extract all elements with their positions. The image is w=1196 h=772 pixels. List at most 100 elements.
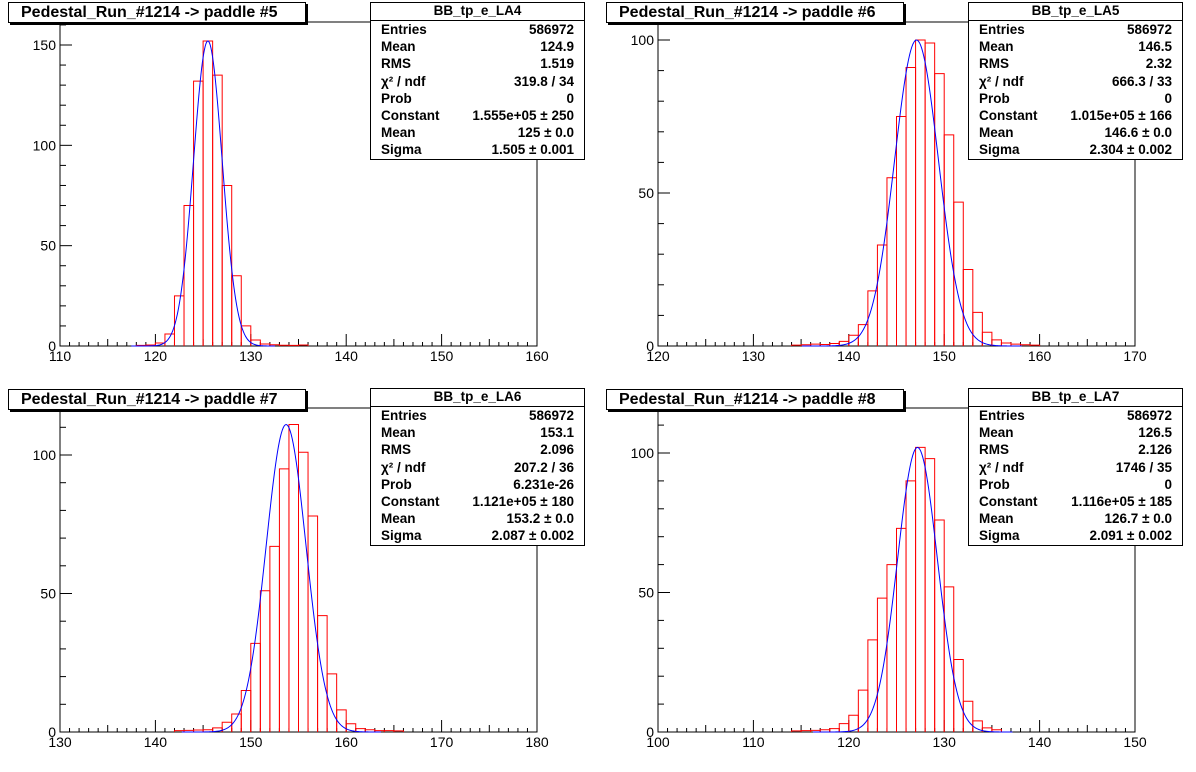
stats-row: Mean 146.6 ± 0.0 <box>969 124 1182 141</box>
histogram-panel-3: 130 140 150 160 170 180 0 50 100 <box>33 407 549 750</box>
y-tick-label: 50 <box>40 586 56 602</box>
stats-row: Prob 0 <box>969 476 1182 493</box>
stats-label: RMS <box>381 56 411 72</box>
gaussian-fit-curve <box>181 424 381 733</box>
x-tick-label: 180 <box>525 734 549 750</box>
histogram-bar <box>259 590 271 732</box>
stats-label: χ² / ndf <box>381 73 426 89</box>
stats-value: 319.8 / 34 <box>513 73 574 89</box>
histogram-bar <box>915 39 926 346</box>
stats-label: Prob <box>979 476 1010 492</box>
x-tick-label: 110 <box>49 348 72 364</box>
stats-label: Entries <box>381 408 427 423</box>
y-tick-label: 100 <box>631 445 655 461</box>
stats-value: 1746 / 35 <box>1115 459 1172 475</box>
histogram-bar <box>231 275 242 346</box>
stats-label: Prob <box>381 476 412 492</box>
histogram-bar <box>934 73 945 346</box>
stats-value: 126.5 <box>1138 425 1172 441</box>
stats-box-name: BB_tp_e_LA6 <box>371 389 584 407</box>
histogram-bar <box>876 244 888 346</box>
stats-label: χ² / ndf <box>979 459 1024 475</box>
stats-row: Sigma 2.091 ± 0.002 <box>969 527 1182 544</box>
stats-box-name: BB_tp_e_LA4 <box>371 3 584 21</box>
stats-row: Constant 1.121e+05 ± 180 <box>371 493 584 510</box>
stats-value: 1.116e+05 ± 185 <box>1071 493 1172 509</box>
stats-label: Sigma <box>979 142 1020 158</box>
stats-label: Mean <box>381 125 416 141</box>
histogram-title: Pedestal_Run_#1214 -> paddle #8 <box>606 389 904 410</box>
stats-row: Mean 126.7 ± 0.0 <box>969 510 1182 527</box>
histogram-bar <box>886 177 897 346</box>
histogram-panel-1: 110 120 130 140 150 160 0 50 100 150 <box>33 21 549 364</box>
y-tick-label: 0 <box>646 338 654 354</box>
stats-value: 124.9 <box>540 39 574 55</box>
stats-box: BB_tp_e_LA7 Entries 586972 Mean 126.5 RMS 2.12… <box>968 388 1183 546</box>
stats-row: χ² / ndf 319.8 / 34 <box>371 73 584 90</box>
histogram-bar <box>393 730 404 732</box>
stats-value: 586972 <box>1126 408 1172 423</box>
histogram-bar <box>221 721 233 732</box>
histogram-bar <box>183 205 195 346</box>
histogram-bar <box>240 689 252 732</box>
stats-value: 1.519 <box>540 56 574 72</box>
histogram-title: Pedestal_Run_#1214 -> paddle #6 <box>606 2 904 23</box>
stats-row: χ² / ndf 207.2 / 36 <box>371 459 584 476</box>
stats-label: Mean <box>979 125 1014 141</box>
histogram-bar <box>886 564 897 732</box>
histogram-bar <box>867 639 878 732</box>
stats-value: 0 <box>1164 90 1172 106</box>
stats-row: RMS 2.126 <box>969 441 1182 458</box>
histogram-bar <box>953 658 964 732</box>
x-tick-label: 140 <box>1028 734 1052 750</box>
x-tick-label: 170 <box>430 734 454 750</box>
stats-value: 153.1 <box>540 425 574 441</box>
histogram-bar <box>212 74 223 346</box>
histogram-bar <box>193 80 204 346</box>
stats-label: Mean <box>979 511 1014 527</box>
stats-box: BB_tp_e_LA6 Entries 586972 Mean 153.1 RMS 2.09… <box>370 388 585 546</box>
stats-label: Entries <box>979 408 1025 423</box>
x-tick-label: 130 <box>239 348 263 364</box>
stats-label: Entries <box>381 22 427 37</box>
stats-label: Constant <box>381 107 440 123</box>
y-tick-label: 100 <box>33 447 57 463</box>
histogram-bar <box>278 468 290 732</box>
histogram-bar <box>298 344 309 346</box>
x-tick-label: 120 <box>144 348 168 364</box>
stats-row: Entries 586972 <box>969 407 1182 424</box>
histogram-bar <box>202 40 214 346</box>
stats-value: 153.2 ± 0.0 <box>506 511 574 527</box>
histogram-bar <box>164 333 175 346</box>
stats-row: Entries 586972 <box>371 21 584 38</box>
y-tick-label: 0 <box>646 724 654 740</box>
histogram-bar <box>905 480 917 732</box>
stats-label: Mean <box>979 39 1014 55</box>
stats-box-name: BB_tp_e_LA5 <box>969 3 1182 21</box>
stats-row: RMS 1.519 <box>371 55 584 72</box>
gaussian-fit-curve <box>801 39 1022 347</box>
histogram-bar <box>876 597 888 732</box>
stats-value: 2.304 ± 0.002 <box>1089 142 1172 158</box>
stats-value: 1.015e+05 ± 166 <box>1070 107 1172 123</box>
y-tick-label: 0 <box>48 724 56 740</box>
stats-label: Entries <box>979 22 1025 37</box>
x-tick-label: 100 <box>646 734 670 750</box>
stats-row: Mean 125 ± 0.0 <box>371 124 584 141</box>
stats-row: Prob 0 <box>371 90 584 107</box>
stats-value: 2.091 ± 0.002 <box>1089 528 1172 544</box>
stats-row: Entries 586972 <box>969 21 1182 38</box>
stats-value: 586972 <box>1126 22 1172 37</box>
stats-row: Sigma 2.304 ± 0.002 <box>969 141 1182 158</box>
stats-box: BB_tp_e_LA4 Entries 586972 Mean 124.9 RMS 1.51… <box>370 2 585 160</box>
stats-label: χ² / ndf <box>979 73 1024 89</box>
histogram-bar <box>943 586 955 732</box>
y-tick-label: 50 <box>40 238 56 254</box>
histogram-bar <box>336 709 347 732</box>
stats-row: Constant 1.015e+05 ± 166 <box>969 107 1182 124</box>
stats-value: 2.087 ± 0.002 <box>491 528 574 544</box>
x-tick-label: 140 <box>837 348 861 364</box>
histogram-bar <box>962 269 974 346</box>
stats-value: 6.231e-26 <box>513 476 574 492</box>
